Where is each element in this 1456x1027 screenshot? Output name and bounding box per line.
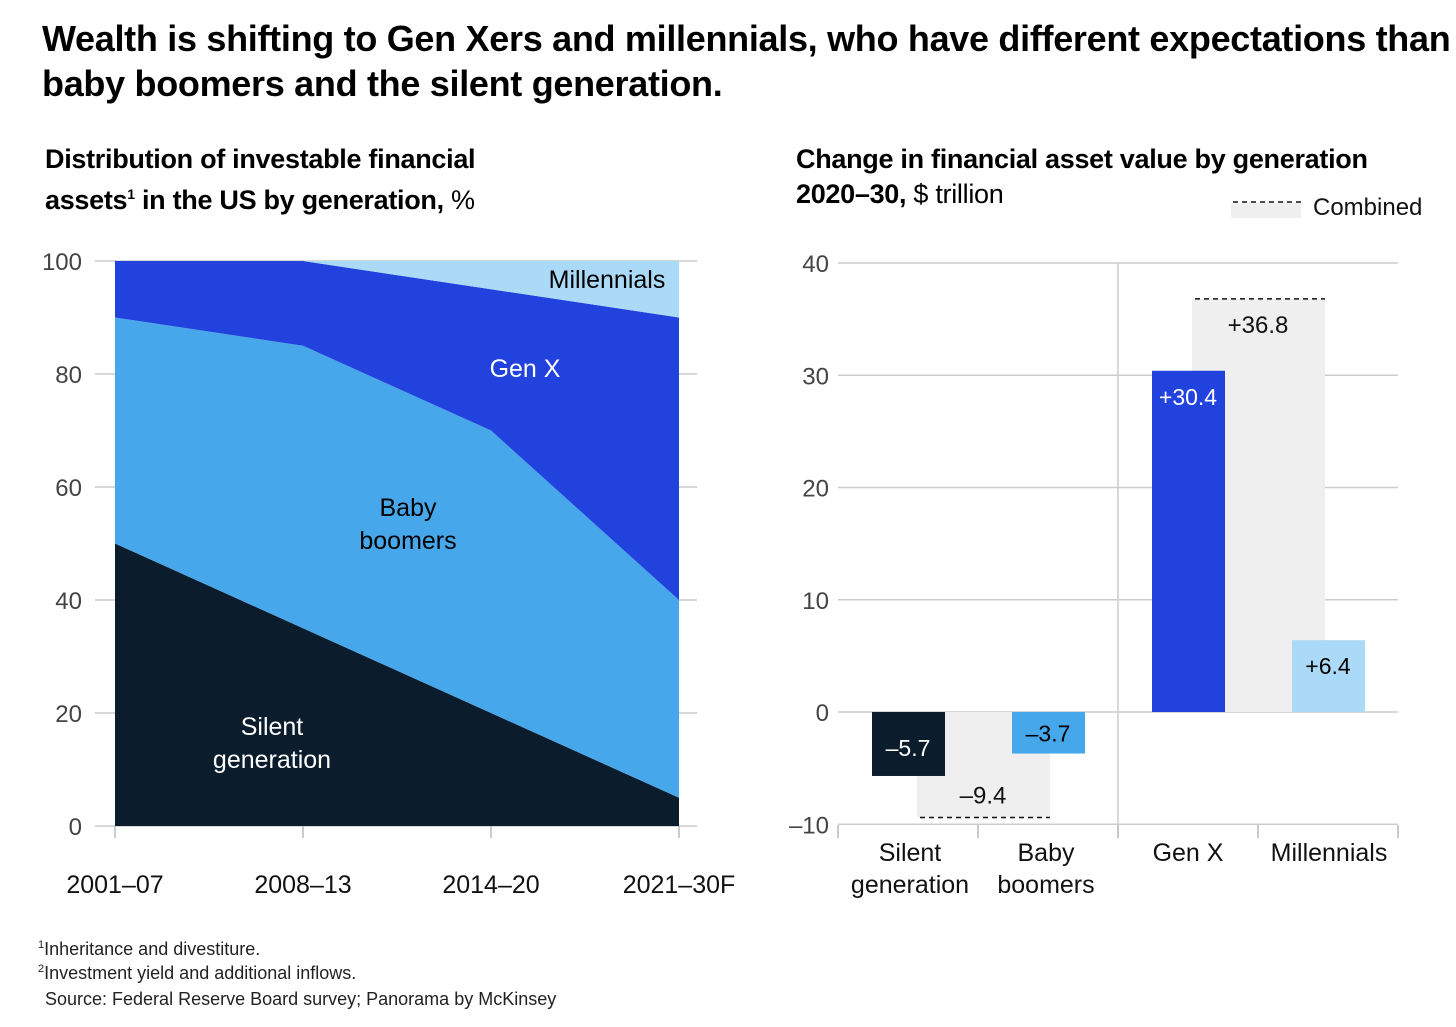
y-tick-label: 20 bbox=[802, 476, 829, 503]
x-category-label: Silent bbox=[879, 839, 942, 867]
x-category-label: generation bbox=[851, 871, 969, 899]
left-title-text: Distribution of investable financial ass… bbox=[45, 144, 476, 215]
series-label: boomers bbox=[359, 527, 456, 555]
series-label: Millennials bbox=[549, 266, 666, 294]
bar-label: +6.4 bbox=[1305, 653, 1351, 679]
area-silent-generation bbox=[115, 543, 679, 826]
x-tick-label: 2021–30F bbox=[623, 871, 736, 899]
area-millennials bbox=[115, 261, 679, 318]
combined-label: +36.8 bbox=[1228, 312, 1289, 339]
right-chart-title: Change in financial asset value by gener… bbox=[796, 142, 1416, 212]
y-tick-label: 20 bbox=[55, 701, 82, 728]
x-tick-label: 2014–20 bbox=[442, 871, 539, 899]
bar-label: +30.4 bbox=[1159, 384, 1217, 410]
series-label: Silent bbox=[241, 713, 304, 741]
footnote-mark: 2 bbox=[38, 963, 45, 975]
footnote-2: 2Investment yield and additional inflows… bbox=[38, 963, 356, 984]
y-tick-label: 40 bbox=[55, 588, 82, 615]
x-category-label: Baby bbox=[1018, 839, 1075, 867]
y-tick-label: 40 bbox=[802, 251, 829, 278]
right-title-unit: $ trillion bbox=[906, 179, 1004, 209]
source-note: Source: Federal Reserve Board survey; Pa… bbox=[45, 989, 557, 1009]
x-category-label: Millennials bbox=[1271, 839, 1388, 867]
legend-label: Combined bbox=[1313, 194, 1422, 221]
x-tick-label: 2008–13 bbox=[254, 871, 351, 899]
bar-label: –5.7 bbox=[886, 735, 931, 761]
series-label: Gen X bbox=[490, 355, 561, 383]
bar bbox=[872, 712, 945, 776]
series-label: generation bbox=[213, 746, 331, 774]
x-tick-label: 2001–07 bbox=[66, 871, 163, 899]
footnote-mark: 1 bbox=[38, 939, 45, 951]
left-chart-title: Distribution of investable financial ass… bbox=[45, 142, 565, 218]
y-tick-label: 0 bbox=[69, 814, 82, 841]
footnote-text: Inheritance and divestiture. bbox=[44, 939, 261, 959]
y-tick-label: –10 bbox=[789, 812, 829, 839]
bar bbox=[1152, 370, 1225, 712]
y-tick-label: 30 bbox=[802, 363, 829, 390]
y-tick-label: 0 bbox=[816, 700, 829, 727]
left-title-text-2: in the US by generation, bbox=[134, 185, 444, 215]
x-category-label: boomers bbox=[997, 871, 1094, 899]
combined-label: –9.4 bbox=[960, 783, 1007, 810]
page-title: Wealth is shifting to Gen Xers and mille… bbox=[42, 18, 1451, 104]
right-title-line1: Change in financial asset value by gener… bbox=[796, 144, 1368, 174]
x-category-label: Gen X bbox=[1153, 839, 1224, 867]
bar bbox=[1012, 712, 1085, 754]
area-baby-boomers bbox=[115, 317, 679, 798]
bar bbox=[1292, 640, 1365, 712]
footnote-text: Investment yield and additional inflows. bbox=[44, 963, 357, 983]
right-title-line2: 2020–30, bbox=[796, 179, 907, 209]
y-tick-label: 80 bbox=[55, 362, 82, 389]
legend-swatch bbox=[1231, 203, 1301, 218]
y-tick-label: 60 bbox=[55, 475, 82, 502]
series-label: Baby bbox=[380, 494, 437, 522]
y-tick-label: 100 bbox=[42, 249, 82, 276]
area-gen-x bbox=[115, 261, 679, 600]
footnote-1: 1Inheritance and divestiture. bbox=[38, 939, 260, 960]
left-title-sup: 1 bbox=[127, 186, 135, 202]
bar-label: –3.7 bbox=[1026, 721, 1071, 747]
left-title-unit: % bbox=[443, 185, 475, 215]
y-tick-label: 10 bbox=[802, 588, 829, 615]
